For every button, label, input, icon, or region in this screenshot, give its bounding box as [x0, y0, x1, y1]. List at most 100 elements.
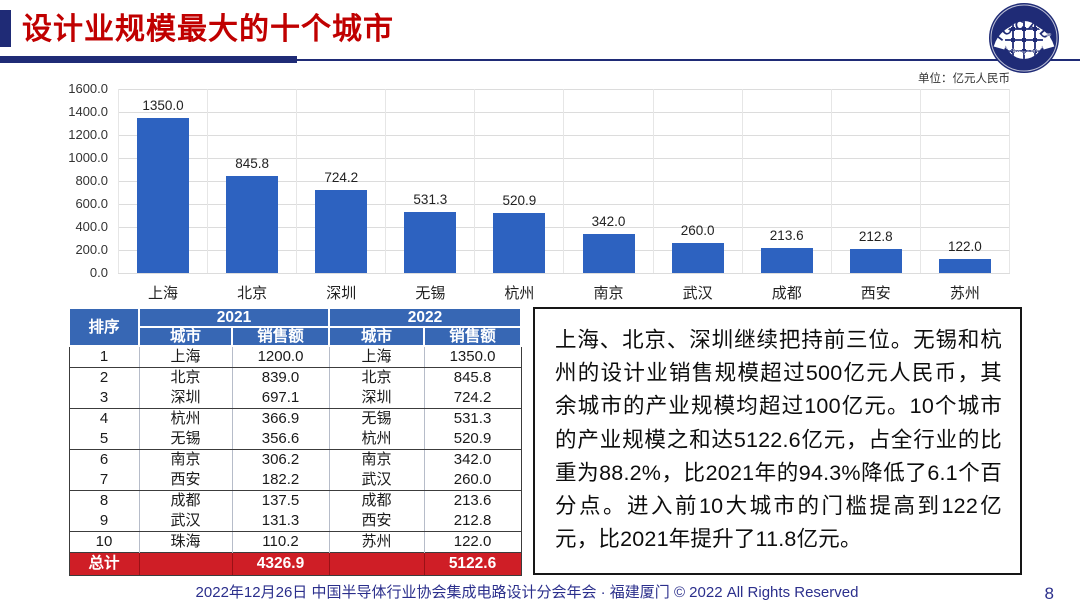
cell-city-2021: 北京: [138, 367, 232, 388]
header-sales-2021: 销售额: [230, 326, 331, 347]
total-sales-2022: 5122.6: [423, 552, 522, 576]
bar: [404, 211, 457, 273]
city-ranking-table: 排序 2021 2022 城市 销售额 城市 销售额 1 上海 1200.0 上…: [68, 307, 523, 576]
bar-value-label: 724.2: [324, 169, 359, 185]
y-axis-tick: 200.0: [75, 242, 108, 257]
x-axis-label: 北京: [237, 285, 268, 302]
chart-column: 724.2 深圳: [297, 89, 387, 302]
x-axis-label: 深圳: [326, 285, 357, 302]
table-row: 8 成都 137.5 成都 213.6: [68, 490, 522, 511]
cell-city-2021: 成都: [138, 490, 232, 511]
cell-rank: 1: [68, 346, 139, 368]
x-axis-label: 杭州: [504, 285, 535, 302]
cell-city-2022: 南京: [328, 449, 425, 470]
cell-sales-2021: 366.9: [231, 408, 330, 429]
cell-city-2022: 北京: [328, 367, 425, 388]
header-year-2021: 2021: [137, 307, 331, 328]
x-axis-label: 西安: [860, 285, 891, 302]
cell-sales-2022: 520.9: [423, 429, 522, 450]
x-axis-label: 南京: [593, 285, 624, 302]
bar-value-label: 531.3: [413, 191, 448, 207]
cell-city-2022: 深圳: [328, 388, 425, 409]
cell-sales-2022: 1350.0: [423, 346, 522, 368]
cell-sales-2021: 839.0: [231, 367, 330, 388]
table-header: 排序 2021 2022 城市 销售额 城市 销售额: [68, 307, 523, 347]
footer-text: 2022年12月26日 中国半导体行业协会集成电路设计分会年会 · 福建厦门 ©…: [195, 584, 859, 601]
table-body: 1 上海 1200.0 上海 1350.0 2 北京 839.0 北京 845.…: [68, 346, 522, 553]
chart-column: 342.0 南京: [564, 89, 654, 302]
header-city-2022: 城市: [328, 326, 426, 347]
bar: [137, 117, 190, 273]
bar: [849, 248, 902, 273]
bar: [226, 175, 279, 273]
total-city-2022-empty: [328, 552, 425, 576]
y-axis-tick: 1200.0: [68, 127, 108, 142]
cell-sales-2022: 845.8: [423, 367, 522, 388]
table-total-row: 总计 4326.9 5122.6: [68, 552, 522, 576]
note-box: 上海、北京、深圳继续把持前三位。无锡和杭州的设计业销售规模超过500亿元人民币，…: [533, 307, 1022, 575]
header-year-2022: 2022: [328, 307, 523, 328]
bar-value-label: 212.8: [858, 228, 893, 244]
cell-sales-2022: 342.0: [423, 449, 522, 470]
cell-sales-2022: 212.8: [423, 511, 522, 532]
chart-column: 212.8 西安: [832, 89, 921, 302]
cell-rank: 9: [68, 511, 139, 532]
cell-city-2022: 武汉: [328, 470, 425, 491]
table-row: 5 无锡 356.6 杭州 520.9: [68, 429, 522, 450]
table-row: 9 武汉 131.3 西安 212.8: [68, 511, 522, 532]
cell-rank: 10: [68, 531, 139, 553]
bar-columns: 1350.0 上海 845.8 北京 724.2 深圳 531.3 无锡 520…: [118, 89, 1010, 302]
x-axis-label: 武汉: [682, 285, 713, 302]
cell-rank: 8: [68, 490, 139, 511]
bar: [938, 258, 991, 273]
iccad-logo: ICCAD 中国半导体行业协会集成电路设计分会: [988, 2, 1059, 73]
header-city-2021: 城市: [138, 326, 233, 347]
title-accent-square: [0, 10, 11, 47]
table-row: 6 南京 306.2 南京 342.0: [68, 449, 522, 470]
cell-city-2022: 成都: [328, 490, 425, 511]
unit-label: 单位：亿元人民币: [918, 73, 1010, 85]
table-row: 1 上海 1200.0 上海 1350.0: [68, 346, 522, 368]
chart-column: 845.8 北京: [208, 89, 298, 302]
logo-grid-dots: [1011, 27, 1037, 53]
chart-column: 122.0 苏州: [921, 89, 1010, 302]
cell-city-2022: 苏州: [328, 531, 425, 553]
cell-city-2021: 南京: [138, 449, 232, 470]
chart-column: 1350.0 上海: [118, 89, 209, 302]
header-rank: 排序: [68, 307, 140, 347]
total-label: 总计: [68, 552, 139, 576]
table-row: 2 北京 839.0 北京 845.8: [68, 367, 522, 388]
cell-city-2022: 杭州: [328, 429, 425, 450]
cell-sales-2021: 1200.0: [231, 346, 330, 368]
header-sales-2022: 销售额: [423, 326, 523, 347]
cell-rank: 6: [68, 449, 139, 470]
table-row: 7 西安 182.2 武汉 260.0: [68, 470, 522, 491]
bar-value-label: 122.0: [947, 238, 982, 254]
cell-rank: 2: [68, 367, 139, 388]
chart-column: 520.9 杭州: [475, 89, 565, 302]
cell-city-2021: 珠海: [138, 531, 232, 553]
cell-city-2022: 无锡: [328, 408, 425, 429]
x-axis-label: 上海: [148, 285, 179, 302]
cell-sales-2022: 213.6: [423, 490, 522, 511]
cell-sales-2022: 122.0: [423, 531, 522, 553]
cell-sales-2021: 131.3: [231, 511, 330, 532]
y-axis-tick: 1400.0: [68, 104, 108, 119]
y-axis: 1600.0 1400.0 1200.0 1000.0 800.0 600.0 400.0 2…: [46, 81, 108, 280]
total-sales-2021: 4326.9: [231, 552, 330, 576]
chart-column: 531.3 无锡: [386, 89, 476, 302]
bar-chart-plot-area: 1350.0 上海 845.8 北京 724.2 深圳 531.3 无锡 520…: [118, 89, 1010, 302]
cell-sales-2022: 724.2: [423, 388, 522, 409]
bar: [315, 189, 368, 273]
cell-city-2021: 杭州: [138, 408, 232, 429]
page-title: 设计业规模最大的十个城市: [22, 13, 394, 46]
cell-city-2021: 深圳: [138, 388, 232, 409]
y-axis-tick: 800.0: [75, 173, 108, 188]
cell-sales-2021: 110.2: [231, 531, 330, 553]
cell-city-2021: 上海: [138, 346, 232, 368]
bar: [493, 213, 546, 273]
cell-city-2022: 上海: [328, 346, 425, 368]
bar: [582, 233, 635, 273]
y-axis-tick: 400.0: [75, 219, 108, 234]
